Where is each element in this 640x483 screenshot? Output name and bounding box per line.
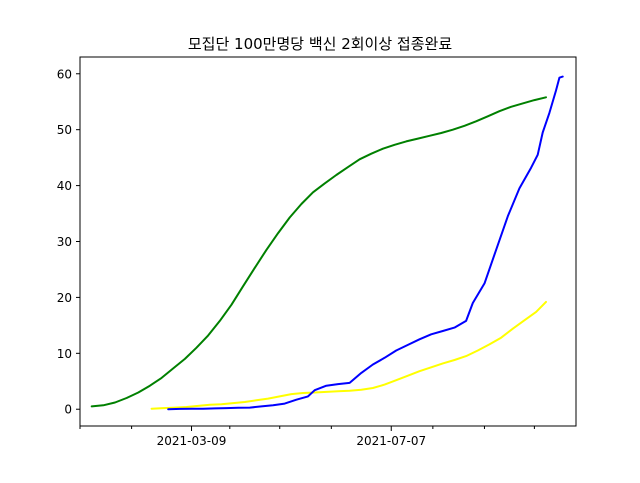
y-tick-label: 60 bbox=[57, 67, 72, 81]
series-line-2 bbox=[150, 300, 547, 410]
y-tick-label: 0 bbox=[64, 403, 72, 417]
y-tick-label: 20 bbox=[57, 291, 72, 305]
series-layer bbox=[90, 75, 564, 411]
series-line-1 bbox=[90, 96, 547, 408]
y-tick-label: 30 bbox=[57, 235, 72, 249]
y-tick-label: 10 bbox=[57, 347, 72, 361]
x-tick-label: 2021-03-09 bbox=[157, 434, 227, 448]
y-tick-label: 40 bbox=[57, 179, 72, 193]
x-tick-label: 2021-07-07 bbox=[356, 434, 426, 448]
series-line-3 bbox=[167, 75, 564, 411]
y-tick-label: 50 bbox=[57, 123, 72, 137]
chart-title: 모집단 100만명당 백신 2회이상 접종완료 bbox=[188, 35, 452, 53]
axes-layer: 0 10 20 30 40 50 60 2021-03-09 2021-07-07 bbox=[57, 56, 577, 448]
